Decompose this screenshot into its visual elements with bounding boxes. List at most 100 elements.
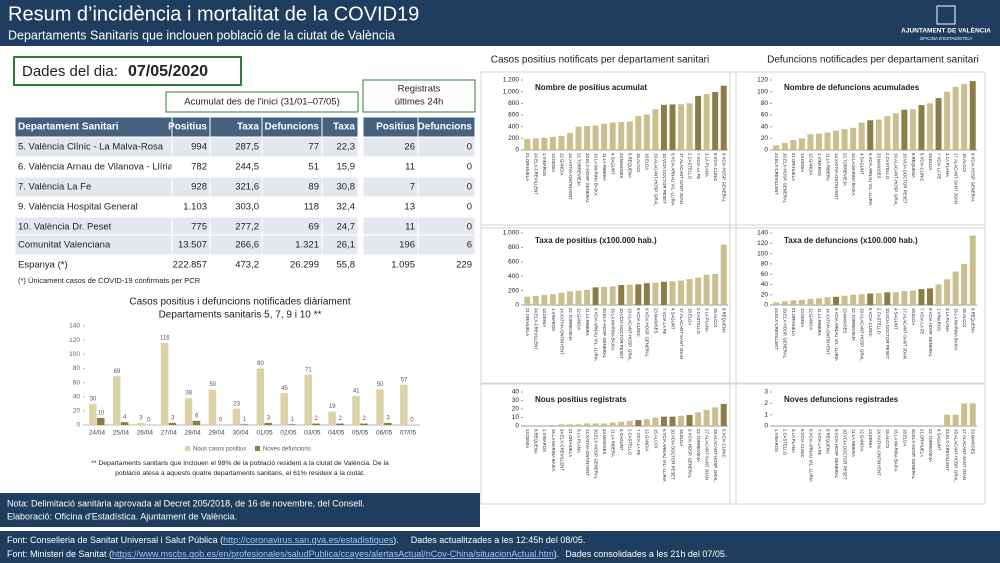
- bar: [652, 417, 659, 426]
- bar: [807, 134, 814, 150]
- bar: [875, 119, 882, 150]
- x-tick-label: 5.VCIA CLINIC: [800, 429, 805, 458]
- x-tick-label: 10.VCIA DOCTOR PESET: [662, 153, 667, 204]
- legend-label: Noves defuncions: [263, 447, 311, 453]
- bar: [703, 274, 710, 305]
- bar: [807, 298, 814, 305]
- bar: [280, 393, 288, 425]
- bar: [96, 417, 105, 425]
- x-tick-label: 16.LA MARINA BAIXA: [593, 153, 598, 196]
- bar: [618, 122, 625, 150]
- data-label: 41: [353, 389, 360, 395]
- y-tick-label: 140: [69, 323, 80, 330]
- x-tick-label: 19.ALACANT-HOSP. GRAL.: [954, 429, 959, 483]
- table-cell-text: 11: [405, 162, 415, 173]
- x-tick-label: 28/04: [185, 430, 202, 437]
- bar: [566, 291, 573, 305]
- x-tick-label: 03/05: [304, 430, 321, 437]
- x-tick-label: 5.VCIA CLINIC: [868, 308, 873, 337]
- header-band: [0, 0, 1000, 46]
- bar: [549, 294, 556, 305]
- y-tick-label: 0: [764, 147, 768, 154]
- x-tick-label: 15.ALCOI: [636, 153, 641, 172]
- bar: [686, 414, 693, 426]
- table-cell-text: 0: [467, 182, 472, 193]
- table-header: Departament Sanitari: [18, 122, 119, 133]
- chart-title: Nombre de positius acumulat: [535, 83, 647, 92]
- y-tick-label: 0: [764, 423, 768, 430]
- note-band: [0, 493, 480, 527]
- bar: [609, 422, 616, 426]
- table-cell-text: 277,2: [235, 222, 259, 233]
- x-tick-label: 2.CASTELLO: [696, 308, 701, 335]
- source-link[interactable]: http://coronavirus.san.gva.es/estadistiq…: [223, 535, 394, 545]
- source-link[interactable]: https://www.mscbs.gob.es/en/profesionale…: [112, 549, 554, 559]
- data-label: 3: [386, 415, 390, 421]
- x-tick-label: 11.LA RIBERA: [817, 308, 822, 336]
- y-tick-label: 40: [512, 389, 520, 396]
- table-cell-text: 0: [467, 202, 472, 213]
- y-tick-label: 400: [508, 273, 519, 280]
- bar: [850, 127, 857, 150]
- bar: [120, 422, 129, 425]
- x-tick-label: 2.CASTELLO: [885, 153, 890, 180]
- x-tick-label: 02/05: [280, 430, 297, 437]
- table-cell-text: 77: [308, 142, 319, 153]
- y-tick-label: 20: [761, 135, 769, 142]
- data-label: 3: [171, 415, 175, 421]
- x-tick-label: 1.VINAROS: [936, 308, 941, 331]
- x-tick-label: 5.VCIA CLINIC: [713, 153, 718, 182]
- bar: [566, 133, 573, 150]
- x-tick-label: 20.ELX-HOSP. GENERAL: [783, 308, 788, 359]
- bar: [168, 422, 177, 425]
- note: Nota: Delimitació sanitària aprovada al …: [7, 498, 365, 508]
- y-tick-label: 100: [757, 88, 768, 95]
- y-tick-label: 0: [515, 147, 519, 154]
- x-tick-label: 1.VINAROS: [817, 153, 822, 176]
- bar: [566, 424, 573, 426]
- x-tick-label: 10.VCIA DOCTOR PESET: [670, 429, 675, 480]
- y-tick-label: 3: [764, 389, 768, 396]
- data-label: 3: [139, 415, 143, 421]
- bar: [833, 130, 840, 150]
- source-text: ).: [393, 535, 399, 545]
- x-tick-label: 23.MANISES: [842, 308, 847, 333]
- x-tick-label: 29/04: [208, 430, 225, 437]
- x-tick-label: 01/05: [256, 430, 273, 437]
- data-label: 23: [233, 401, 240, 407]
- x-tick-label: 23.MANISES: [877, 153, 882, 178]
- x-tick-label: 6.VCIA ARNAU VIL.-LLIRIA: [670, 153, 675, 206]
- table-cell-text: 928: [191, 182, 207, 193]
- x-tick-label: 20.ELX-HOSP. GENERAL: [593, 429, 598, 480]
- legend-swatch: [185, 446, 190, 451]
- bar: [532, 138, 539, 150]
- x-tick-label: 3.LA PLANA: [945, 153, 950, 177]
- y-tick-label: 120: [757, 77, 768, 84]
- x-tick-label: 12.GANDIA: [576, 308, 581, 331]
- bar: [575, 290, 582, 305]
- bar: [264, 422, 272, 425]
- x-tick-label: 21.ORIHUELA: [791, 308, 796, 336]
- x-tick-label: 21.ORIHUELA: [791, 153, 796, 181]
- bar: [192, 420, 201, 425]
- data-label: 0: [147, 418, 151, 424]
- bar: [815, 298, 822, 305]
- x-tick-label: 16.LA MARINA BAIXA: [954, 308, 959, 351]
- bar: [678, 104, 685, 150]
- bar: [532, 296, 539, 305]
- x-tick-label: 21.ORIHUELA: [525, 153, 530, 181]
- bar: [773, 302, 780, 305]
- table-cell-text: 321,6: [235, 182, 259, 193]
- x-tick-label: 6.VCIA ARNAU VIL.-LLIRIA: [808, 429, 813, 482]
- x-tick-label: 24.ELX-CREVILLENT: [774, 153, 779, 195]
- bar: [601, 423, 608, 426]
- bar: [336, 423, 344, 425]
- table-header: Defuncions: [418, 122, 473, 133]
- table-cell-text: 7: [410, 182, 415, 193]
- bar: [720, 244, 727, 305]
- bar: [798, 299, 805, 305]
- x-tick-label: 2.CASTELLO: [783, 429, 788, 456]
- source-line: Font: Conselleria de Sanitat Universal i…: [7, 535, 585, 545]
- bar: [824, 132, 831, 150]
